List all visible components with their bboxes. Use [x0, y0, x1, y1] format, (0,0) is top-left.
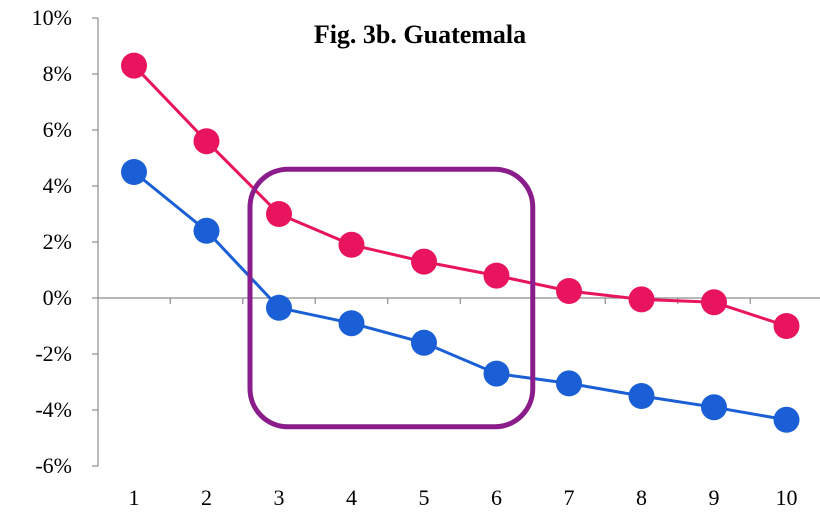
data-point — [121, 159, 147, 185]
y-tick-label: 8% — [43, 61, 72, 86]
x-tick-label: 4 — [346, 485, 357, 510]
y-tick-label: -6% — [35, 453, 72, 478]
data-point — [338, 231, 365, 258]
data-point — [411, 329, 437, 356]
series-2 — [121, 159, 800, 433]
x-tick-label: 3 — [274, 485, 285, 510]
series-line — [132, 64, 787, 328]
y-tick-label: 2% — [43, 229, 72, 254]
data-point — [266, 201, 292, 227]
y-tick-label: 10% — [32, 5, 72, 30]
data-point — [556, 370, 582, 397]
x-tick-label: 6 — [491, 485, 502, 510]
data-point — [773, 406, 800, 433]
x-tick-label: 1 — [129, 485, 140, 510]
highlight-box — [247, 166, 536, 430]
x-tick-label: 9 — [709, 485, 720, 510]
annotation-layer — [247, 166, 536, 430]
x-tick-label: 10 — [776, 485, 798, 510]
x-tick-label: 7 — [564, 485, 575, 510]
series-layer — [121, 52, 800, 433]
data-point — [193, 128, 220, 155]
data-point — [628, 286, 655, 313]
y-tick-label: 0% — [43, 285, 72, 310]
data-point — [121, 52, 147, 79]
series-1 — [121, 52, 800, 339]
data-point — [701, 289, 727, 316]
chart-title: Fig. 3b. Guatemala — [314, 20, 526, 49]
y-tick-label: 6% — [43, 117, 72, 142]
x-tick-label: 5 — [419, 485, 430, 510]
data-point — [773, 313, 800, 339]
data-point — [411, 248, 437, 275]
series-line — [133, 170, 787, 422]
data-point — [556, 278, 582, 304]
data-point — [701, 394, 727, 421]
data-point — [483, 262, 510, 289]
data-point — [266, 294, 292, 321]
data-point — [193, 217, 220, 244]
y-tick-label: 4% — [43, 173, 72, 198]
x-tick-label: 8 — [636, 485, 647, 510]
y-tick-label: -4% — [35, 397, 72, 422]
data-point — [628, 383, 655, 409]
x-tick-label: 2 — [201, 485, 212, 510]
data-point — [483, 360, 510, 387]
data-point — [338, 310, 365, 337]
y-tick-label: -2% — [35, 341, 72, 366]
